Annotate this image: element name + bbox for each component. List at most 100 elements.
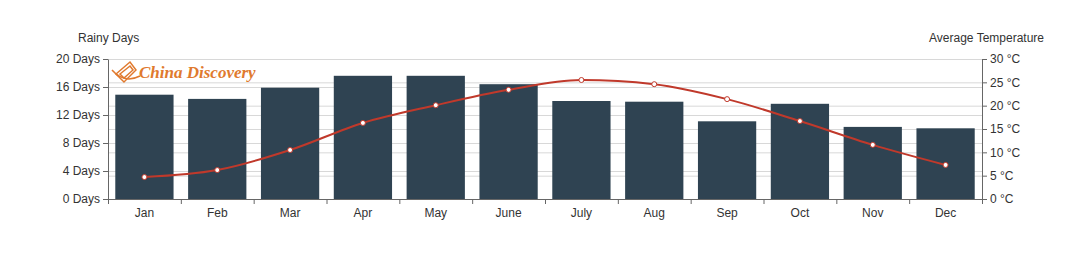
category-separator — [399, 199, 400, 204]
bar — [625, 102, 683, 199]
tick-label: 5 °C — [990, 169, 1014, 183]
tick-label: 20 °C — [990, 99, 1020, 113]
tick-mark — [103, 87, 108, 88]
tick-label: 30 °C — [990, 52, 1020, 66]
marker — [506, 87, 511, 92]
y2-axis: 0 °C 5 °C 10 °C 15 °C 20 °C 25 °C 30 °C — [982, 52, 1020, 206]
tick: 30 °C — [982, 52, 1020, 66]
marker — [870, 142, 875, 147]
tick: Jan — [135, 206, 154, 220]
category-separator — [545, 199, 546, 204]
x-axis: Jan Feb Mar Apr May June July Aug Sep Oct Nov Dec — [109, 199, 983, 220]
tick: Oct — [791, 206, 810, 220]
tick-label: Mar — [280, 206, 301, 220]
tick-mark — [982, 82, 987, 83]
marker — [215, 168, 220, 173]
marker — [725, 97, 730, 102]
tick-label: Apr — [354, 206, 373, 220]
bar — [698, 121, 756, 199]
watermark: China Discovery — [139, 63, 256, 82]
tick-mark — [103, 199, 108, 200]
grid-line — [108, 59, 982, 60]
tick-mark — [103, 171, 108, 172]
tick: 15 °C — [982, 122, 1020, 136]
marker — [360, 120, 365, 125]
category-separator — [618, 199, 619, 204]
tick: 4 Days — [63, 164, 108, 178]
tick-label: 12 Days — [56, 108, 100, 122]
marker — [288, 148, 293, 153]
marker — [579, 78, 584, 83]
tick: June — [496, 206, 522, 220]
line — [144, 80, 945, 177]
tick: 20 °C — [982, 99, 1020, 113]
tick-label: 20 Days — [56, 52, 100, 66]
tick-mark — [103, 115, 108, 116]
grid — [108, 60, 982, 200]
y-axis: 0 Days4 Days8 Days12 Days16 Days20 Days — [56, 52, 109, 206]
tick-label: 0 °C — [990, 192, 1014, 206]
tick-mark — [103, 59, 108, 60]
tick-label: Dec — [935, 206, 956, 220]
logo: China Discovery — [112, 62, 256, 82]
tick-mark — [982, 106, 987, 107]
marker — [797, 119, 802, 124]
tick: 0 °C — [982, 192, 1014, 206]
tick-mark — [982, 152, 987, 153]
tick: 10 °C — [982, 146, 1020, 160]
marker — [943, 162, 948, 167]
tick-label: Jan — [135, 206, 154, 220]
grid-line — [108, 59, 982, 60]
tick-mark — [982, 59, 987, 60]
axis-line — [108, 60, 109, 200]
tick-mark — [982, 129, 987, 130]
tick: 25 °C — [982, 76, 1020, 90]
tick-label: 8 Days — [63, 136, 100, 150]
tick-label: 15 °C — [990, 122, 1020, 136]
tick-label: Aug — [644, 206, 665, 220]
logo-icon — [112, 70, 140, 79]
tick: Mar — [280, 206, 301, 220]
category-separator — [764, 199, 765, 204]
tick: 5 °C — [982, 169, 1014, 183]
tick-label: July — [571, 206, 592, 220]
tick: 12 Days — [56, 108, 108, 122]
tick-label: 25 °C — [990, 76, 1020, 90]
tick-label: 4 Days — [63, 164, 100, 178]
tick-label: May — [424, 206, 447, 220]
tick-label: Nov — [862, 206, 883, 220]
tick: Nov — [862, 206, 883, 220]
tick-label: 10 °C — [990, 146, 1020, 160]
category-separator — [836, 199, 837, 204]
marker — [142, 175, 147, 180]
bar — [771, 104, 829, 199]
bar — [916, 128, 974, 199]
tick: Aug — [644, 206, 665, 220]
marker — [652, 82, 657, 87]
chart-container: 0 Days4 Days8 Days12 Days16 Days20 Days0… — [0, 0, 1091, 259]
tick-label: Sep — [716, 206, 738, 220]
tick: July — [571, 206, 592, 220]
y-axis-title: Rainy Days — [78, 31, 139, 45]
tick-mark — [982, 176, 987, 177]
category-separator — [691, 199, 692, 204]
tick: 20 Days — [56, 52, 108, 66]
y2-axis-title: Average Temperature — [929, 31, 1044, 45]
category-separator — [181, 199, 182, 204]
tick: Feb — [207, 206, 228, 220]
bar — [188, 99, 246, 199]
bar — [334, 76, 392, 199]
category-separator — [327, 199, 328, 204]
tick-label: June — [496, 206, 522, 220]
grid-line — [108, 87, 982, 88]
category-separator — [254, 199, 255, 204]
category-separator — [909, 199, 910, 204]
tick: 16 Days — [56, 80, 108, 94]
category-separator — [108, 199, 109, 204]
tick: Sep — [716, 206, 738, 220]
bar — [552, 101, 610, 199]
tick-label: Oct — [791, 206, 810, 220]
bar — [407, 76, 465, 199]
chart-svg: 0 Days4 Days8 Days12 Days16 Days20 Days0… — [0, 0, 1091, 259]
tick-label: 16 Days — [56, 80, 100, 94]
